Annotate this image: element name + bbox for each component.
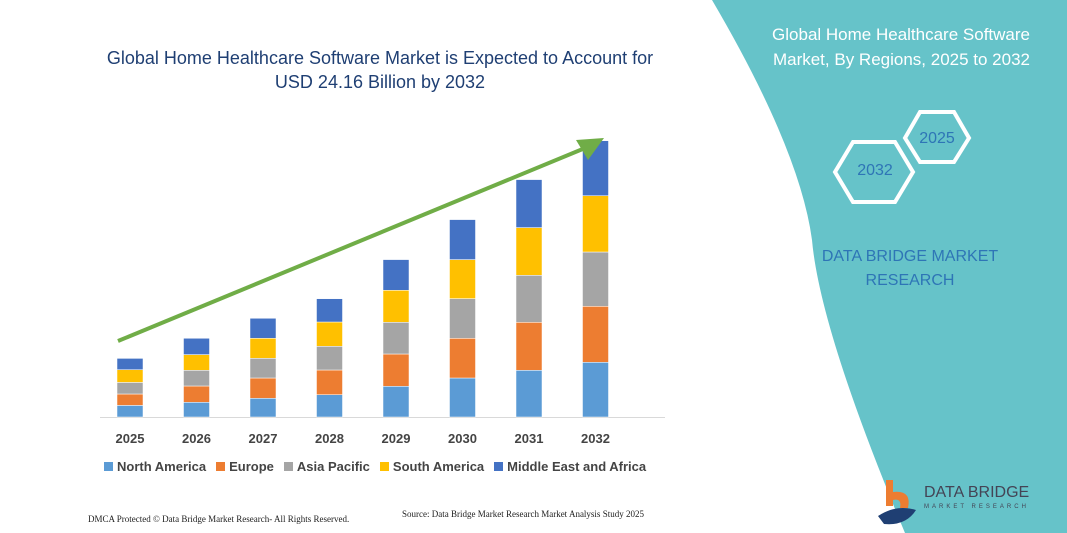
hex-2025-shape — [902, 110, 972, 164]
data-bridge-logo — [878, 480, 916, 525]
stacked-bar-chart: 2025 2026 2027 2028 2029 2030 2031 2032 — [100, 138, 665, 446]
bar-segment-2031-1 — [515, 322, 543, 371]
bar-segment-2025-0 — [116, 405, 144, 418]
bar-segment-2027-0 — [249, 398, 277, 418]
bar-segment-2032-2 — [582, 251, 609, 307]
legend-swatch — [283, 462, 293, 471]
trend-arrow-line — [117, 144, 591, 343]
bar-segment-2029-3 — [382, 290, 410, 323]
bar-segment-2028-4 — [316, 298, 343, 323]
bar-segment-2031-3 — [515, 227, 543, 276]
bar-segment-2026-3 — [183, 354, 210, 371]
bar-segment-2029-2 — [382, 322, 410, 355]
legend-label: North America — [117, 459, 207, 474]
legend-item: South America — [379, 459, 485, 474]
bar-segment-2028-1 — [316, 369, 343, 395]
bar-segment-2031-0 — [515, 370, 543, 418]
x-tick-label: 2032 — [581, 431, 610, 446]
hex-2025-label: 2025 — [919, 130, 955, 147]
bar-segment-2031-4 — [515, 179, 543, 228]
bar-segment-2026-1 — [183, 385, 210, 403]
bar-segment-2029-4 — [382, 259, 410, 291]
x-tick-label: 2029 — [382, 431, 411, 446]
legend-label: Asia Pacific — [296, 459, 370, 474]
legend-label: Middle East and Africa — [507, 459, 647, 474]
bar-segment-2027-2 — [249, 358, 277, 379]
brand-text: DATA BRIDGE MARKET RESEARCH — [821, 248, 999, 289]
bar-segment-2026-4 — [183, 338, 210, 355]
x-tick-label: 2026 — [182, 431, 211, 446]
bar-segment-2030-2 — [449, 298, 476, 339]
legend-swatch — [379, 462, 389, 471]
legend-item: Asia Pacific — [283, 459, 370, 474]
source-note: Source: Data Bridge Market Research Mark… — [402, 509, 644, 519]
bar-segment-2029-0 — [382, 386, 410, 418]
panel-title: Global Home Healthcare Software Market, … — [772, 25, 1030, 69]
hex-2032-label: 2032 — [857, 162, 893, 179]
dmca-notice: DMCA Protected © Data Bridge Market Rese… — [88, 514, 350, 524]
x-tick-label: 2028 — [315, 431, 344, 446]
bar-segment-2026-0 — [183, 402, 210, 418]
bar-segment-2028-3 — [316, 321, 343, 347]
bar-segment-2025-1 — [116, 393, 144, 406]
legend-swatch — [216, 462, 226, 471]
bar-segment-2032-3 — [582, 195, 609, 253]
legend-swatch — [494, 462, 504, 471]
trend-arrow-head — [576, 138, 604, 160]
legend-swatch — [104, 462, 113, 471]
logo-subtext: MARKET RESEARCH — [924, 504, 1029, 510]
bar-segment-2028-0 — [316, 394, 343, 418]
bar-segment-2027-1 — [249, 377, 277, 399]
bar-segment-2025-2 — [116, 382, 144, 395]
bar-segment-2027-4 — [249, 318, 277, 339]
logo-text: DATA BRIDGE — [924, 484, 1030, 501]
bar-segment-2026-2 — [183, 370, 210, 387]
legend-label: Europe — [229, 459, 274, 474]
bar-segment-2025-4 — [116, 358, 144, 370]
legend-item: North America — [104, 459, 206, 474]
x-tick-label: 2030 — [448, 431, 477, 446]
bar-segment-2030-0 — [449, 377, 476, 418]
legend-item: Middle East and Africa — [494, 459, 646, 474]
legend-label: South America — [392, 459, 485, 474]
x-tick-label: 2025 — [116, 431, 145, 446]
x-tick-label: 2031 — [515, 431, 544, 446]
hex-2032-shape — [832, 140, 916, 204]
chart-title: Global Home Healthcare Software Market i… — [106, 48, 654, 92]
bar-segment-2031-2 — [515, 275, 543, 323]
bar-segment-2027-3 — [249, 338, 277, 359]
bar-segment-2030-4 — [449, 219, 476, 260]
bar-segment-2029-1 — [382, 353, 410, 387]
bar-segment-2032-1 — [582, 306, 609, 363]
bar-segment-2030-1 — [449, 338, 476, 379]
bar-segment-2032-0 — [582, 362, 609, 418]
bar-segment-2028-2 — [316, 346, 343, 371]
x-tick-label: 2027 — [249, 431, 278, 446]
legend-item: Europe — [216, 459, 274, 474]
bar-segment-2025-3 — [116, 369, 144, 383]
bar-segment-2030-3 — [449, 259, 476, 299]
legend: North America Europe Asia Pacific South Ame… — [104, 459, 646, 474]
